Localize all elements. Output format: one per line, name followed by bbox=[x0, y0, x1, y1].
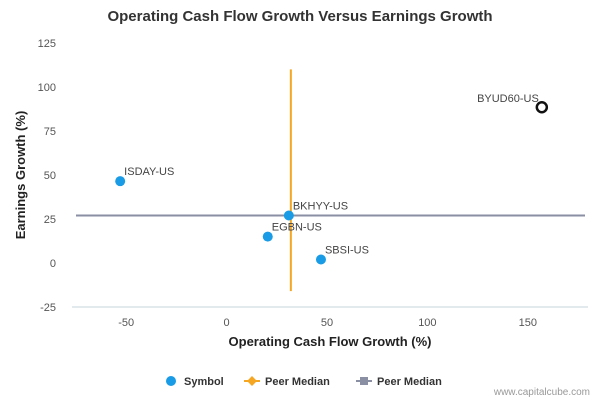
x-tick-label: 100 bbox=[418, 317, 436, 329]
point-label: SBSI-US bbox=[325, 244, 369, 256]
legend-item[interactable]: Symbol bbox=[166, 376, 224, 388]
data-point[interactable] bbox=[315, 254, 326, 265]
y-tick-label: -25 bbox=[40, 302, 56, 314]
point-label: BKHYY-US bbox=[293, 200, 348, 212]
y-tick-label: 50 bbox=[44, 170, 56, 182]
plot-area: -25 0 25 50 75 100 125 -50 0 50 100 150 ISDAY-US BKHY… bbox=[38, 38, 588, 329]
highlight-point[interactable] bbox=[535, 100, 549, 114]
data-point[interactable] bbox=[283, 210, 294, 221]
chart-title: Operating Cash Flow Growth Versus Earnin… bbox=[107, 8, 492, 25]
x-tick-label: 150 bbox=[519, 317, 537, 329]
data-point[interactable] bbox=[115, 176, 126, 187]
legend-label: Peer Median bbox=[265, 376, 330, 388]
x-tick-label: -50 bbox=[118, 317, 134, 329]
y-axis-title: Earnings Growth (%) bbox=[13, 111, 28, 240]
legend-item[interactable]: Peer Median bbox=[356, 376, 442, 388]
legend-label: Peer Median bbox=[377, 376, 442, 388]
data-point[interactable] bbox=[262, 231, 273, 242]
x-tick-label: 0 bbox=[224, 317, 230, 329]
legend-square-icon bbox=[360, 377, 368, 385]
legend[interactable]: Symbol Peer Median Peer Median bbox=[166, 376, 442, 388]
y-tick-label: 125 bbox=[38, 38, 56, 50]
y-tick-label: 75 bbox=[44, 126, 56, 138]
credit-text: www.capitalcube.com bbox=[493, 387, 590, 398]
x-tick-label: 50 bbox=[321, 317, 333, 329]
legend-item[interactable]: Peer Median bbox=[244, 376, 330, 388]
y-tick-label: 25 bbox=[44, 214, 56, 226]
point-label: EGBN-US bbox=[272, 222, 322, 234]
x-axis-title: Operating Cash Flow Growth (%) bbox=[229, 334, 432, 349]
point-label: BYUD60-US bbox=[477, 93, 539, 105]
point-label: ISDAY-US bbox=[124, 166, 174, 178]
legend-label: Symbol bbox=[184, 376, 224, 388]
y-tick-label: 100 bbox=[38, 82, 56, 94]
y-tick-label: 0 bbox=[50, 258, 56, 270]
legend-diamond-icon bbox=[247, 376, 257, 386]
legend-symbol-icon bbox=[166, 376, 176, 386]
